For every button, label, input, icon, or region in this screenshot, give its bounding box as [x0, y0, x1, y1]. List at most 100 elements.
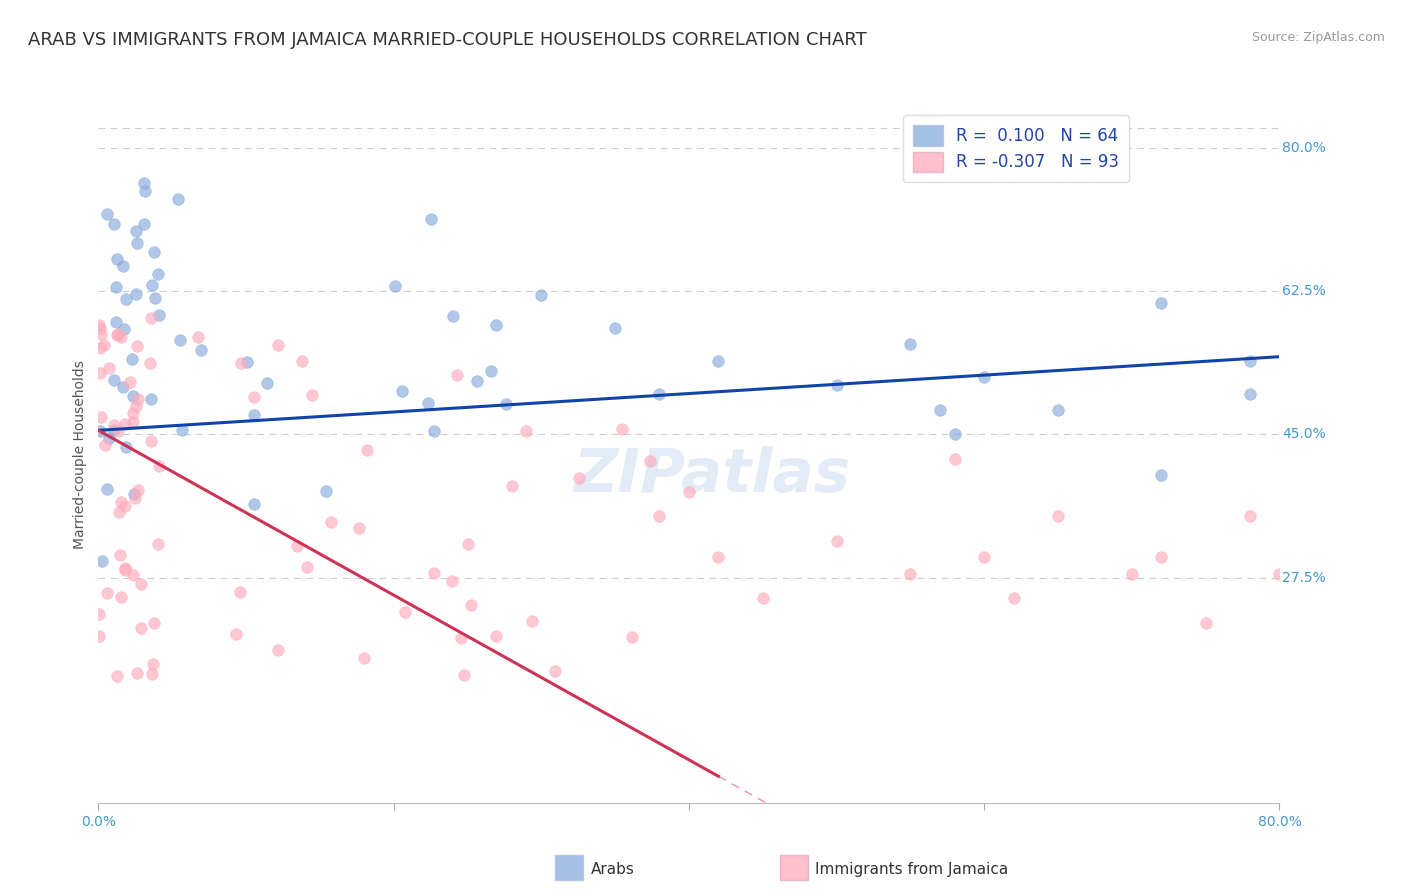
Point: [353, 651, 375, 665]
Point: [125, 339, 148, 353]
Text: ZIPatlas: ZIPatlas: [574, 446, 851, 505]
Point: [90, 327, 112, 342]
Point: [125, 399, 148, 413]
Point: [105, 315, 128, 329]
Point: [87, 607, 110, 622]
Point: [391, 384, 413, 398]
Point: [143, 615, 166, 630]
Point: [89, 366, 111, 380]
Point: [943, 427, 966, 442]
Point: [187, 330, 209, 344]
Point: [1239, 509, 1261, 524]
Point: [107, 327, 129, 342]
Point: [169, 334, 191, 348]
Point: [544, 664, 567, 678]
Point: [568, 471, 591, 485]
Point: [139, 392, 162, 407]
Point: [125, 286, 148, 301]
Point: [648, 386, 671, 401]
Point: [127, 392, 149, 407]
Point: [114, 417, 136, 431]
Point: [110, 495, 132, 509]
Point: [108, 548, 131, 562]
Point: [422, 566, 444, 580]
Point: [141, 666, 163, 681]
Point: [127, 236, 149, 251]
Point: [752, 591, 775, 606]
Point: [105, 668, 128, 682]
Point: [105, 279, 128, 293]
Point: [1046, 403, 1070, 417]
Point: [301, 388, 323, 402]
Point: [139, 356, 162, 370]
Point: [243, 408, 266, 422]
Point: [441, 309, 464, 323]
Point: [349, 521, 371, 535]
Point: [243, 497, 266, 511]
Text: ARAB VS IMMIGRANTS FROM JAMAICA MARRIED-COUPLE HOUSEHOLDS CORRELATION CHART: ARAB VS IMMIGRANTS FROM JAMAICA MARRIED-…: [28, 31, 868, 49]
Point: [384, 278, 406, 293]
Point: [146, 537, 169, 551]
Point: [929, 403, 952, 417]
Point: [291, 354, 314, 368]
Point: [172, 423, 194, 437]
Point: [315, 483, 337, 498]
Point: [167, 193, 190, 207]
Point: [103, 418, 125, 433]
Point: [122, 487, 145, 501]
Point: [89, 318, 111, 332]
Point: [121, 352, 143, 367]
Point: [243, 390, 266, 404]
Point: [479, 364, 502, 378]
Point: [267, 337, 290, 351]
Point: [465, 374, 488, 388]
Point: [141, 277, 163, 292]
Point: [638, 454, 661, 468]
Point: [112, 322, 135, 336]
Point: [110, 330, 132, 344]
Point: [125, 224, 148, 238]
Point: [485, 629, 508, 643]
Point: [103, 373, 125, 387]
Point: [108, 505, 131, 519]
Point: [707, 550, 730, 565]
Point: [1150, 550, 1173, 565]
Point: [356, 442, 378, 457]
Point: [190, 343, 212, 358]
Point: [141, 434, 163, 448]
Point: [110, 590, 132, 604]
Point: [89, 321, 111, 335]
Point: [236, 355, 259, 369]
Point: [124, 491, 146, 505]
Y-axis label: Married-couple Households: Married-couple Households: [73, 360, 87, 549]
Point: [131, 576, 153, 591]
Point: [114, 499, 136, 513]
Point: [148, 308, 170, 322]
Text: 27.5%: 27.5%: [1282, 571, 1326, 584]
Point: [115, 292, 138, 306]
Point: [122, 406, 145, 420]
Point: [111, 259, 134, 273]
Point: [96, 207, 118, 221]
Bar: [555, 855, 583, 880]
Point: [127, 483, 149, 497]
Point: [1150, 468, 1173, 483]
Text: Source: ZipAtlas.com: Source: ZipAtlas.com: [1251, 31, 1385, 45]
Point: [1046, 509, 1070, 524]
Point: [112, 380, 135, 394]
Text: Immigrants from Jamaica: Immigrants from Jamaica: [815, 863, 1008, 877]
Point: [707, 353, 730, 368]
Point: [441, 574, 464, 588]
Point: [900, 566, 922, 581]
Point: [229, 356, 252, 370]
Point: [1150, 296, 1173, 310]
Point: [134, 184, 156, 198]
Point: [446, 368, 468, 382]
Point: [122, 389, 145, 403]
Point: [460, 598, 482, 612]
Text: 80.0%: 80.0%: [1282, 141, 1326, 155]
Point: [96, 482, 118, 496]
Point: [319, 515, 342, 529]
Point: [450, 632, 472, 646]
Point: [132, 176, 155, 190]
